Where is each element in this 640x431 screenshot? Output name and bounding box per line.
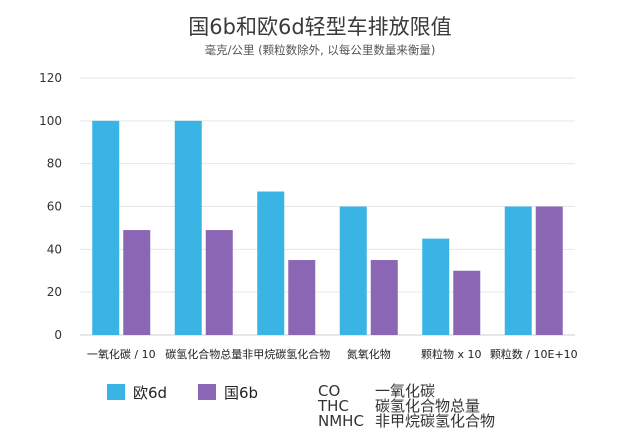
x-category-label: 一氧化碳 / 10 — [87, 347, 156, 361]
bar-cn6b — [453, 270, 481, 335]
bar-cn6b — [535, 206, 563, 335]
bar-cn6b — [288, 260, 316, 335]
y-axis-ticks: 0 20 40 60 80 100 120 — [39, 71, 62, 342]
bars — [92, 120, 563, 335]
chart-title: 国6b和欧6d轻型车排放限值 — [188, 15, 451, 39]
abbr-code: NMHC — [318, 412, 364, 430]
bar-cn6b — [370, 260, 398, 335]
abbr-code: THC — [317, 397, 349, 415]
x-category-label: 颗粒物 x 10 — [421, 347, 482, 361]
abbreviation-list: CO 一氧化碳 THC 碳氢化合物总量 NMHC 非甲烷碳氢化合物 — [317, 382, 495, 430]
abbr-code: CO — [318, 382, 340, 400]
abbr-meaning: 碳氢化合物总量 — [375, 397, 480, 415]
bar-eu6d — [422, 238, 450, 335]
legend-swatch — [107, 384, 125, 400]
bar-eu6d — [257, 191, 285, 335]
abbr-meaning: 非甲烷碳氢化合物 — [375, 412, 495, 430]
y-tick-label: 20 — [47, 285, 62, 299]
y-tick-label: 60 — [47, 200, 62, 214]
x-axis-categories: 一氧化碳 / 10 碳氢化合物总量 非甲烷碳氢化合物 氮氧化物 颗粒物 x 10 颗粒数 … — [87, 347, 578, 361]
y-tick-label: 40 — [47, 242, 62, 256]
x-category-label: 碳氢化合物总量 — [165, 347, 242, 361]
legend-label: 国6b — [224, 384, 258, 402]
x-category-label: 非甲烷碳氢化合物 — [242, 347, 330, 361]
bar-eu6d — [504, 206, 532, 335]
bar-eu6d — [174, 120, 202, 335]
legend-label: 欧6d — [133, 384, 167, 402]
y-tick-label: 0 — [54, 328, 62, 342]
legend-swatch — [198, 384, 216, 400]
bar-eu6d — [339, 206, 367, 335]
legend: 欧6d 国6b — [107, 384, 258, 402]
bar-cn6b — [205, 230, 233, 335]
bar-cn6b — [123, 230, 151, 335]
abbr-meaning: 一氧化碳 — [375, 382, 435, 400]
y-tick-label: 120 — [39, 71, 62, 85]
y-tick-label: 100 — [39, 114, 62, 128]
chart-subtitle: 毫克/公里 (颗粒数除外, 以每公里数量来衡量) — [205, 43, 436, 57]
grid-lines — [80, 77, 575, 336]
bar-eu6d — [92, 120, 120, 335]
x-category-label: 颗粒数 / 10E+10 — [490, 347, 578, 361]
x-category-label: 氮氧化物 — [347, 347, 391, 361]
y-tick-label: 80 — [47, 157, 62, 171]
